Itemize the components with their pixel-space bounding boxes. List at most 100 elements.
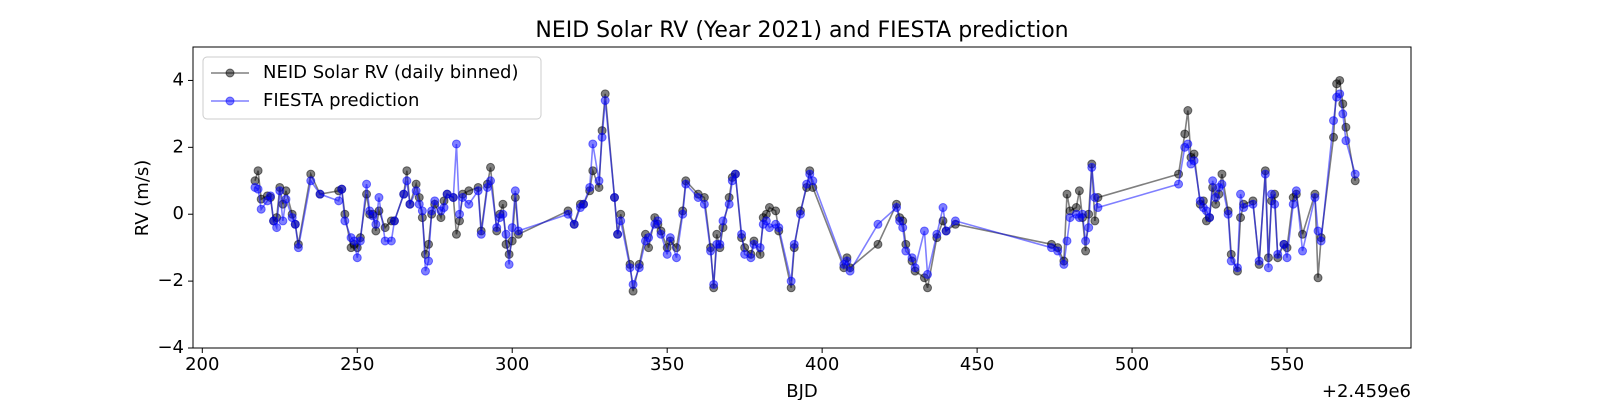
data-point — [405, 199, 415, 209]
data-point — [699, 199, 709, 209]
data-point — [923, 269, 933, 279]
data-point — [585, 182, 595, 192]
data-point — [594, 176, 604, 186]
data-point — [272, 223, 282, 233]
data-point — [873, 239, 883, 249]
data-point — [1270, 199, 1280, 209]
data-point — [451, 139, 461, 149]
data-point — [678, 209, 688, 219]
data-point — [795, 209, 805, 219]
data-point — [563, 209, 573, 219]
data-point — [656, 229, 666, 239]
data-point — [402, 176, 412, 186]
data-point — [513, 226, 523, 236]
data-point — [950, 216, 960, 226]
data-point — [290, 219, 300, 229]
data-point — [712, 229, 722, 239]
data-point — [932, 229, 942, 239]
data-point — [1208, 176, 1218, 186]
data-point — [873, 219, 883, 229]
data-point — [628, 279, 638, 289]
data-point — [427, 206, 437, 216]
data-point — [340, 216, 350, 226]
data-point — [1239, 203, 1249, 213]
data-point — [737, 229, 747, 239]
data-point — [1260, 169, 1270, 179]
y-tick-label: 0 — [173, 203, 184, 224]
data-point — [1062, 236, 1072, 246]
data-point — [473, 186, 483, 196]
data-point — [1223, 209, 1233, 219]
x-tick-label: 350 — [650, 354, 684, 375]
data-point — [1217, 169, 1227, 179]
data-point — [1174, 179, 1184, 189]
data-point — [486, 176, 496, 186]
data-point — [671, 253, 681, 263]
x-tick-label: 250 — [340, 354, 374, 375]
data-point — [1350, 169, 1360, 179]
legend-label: FIESTA prediction — [263, 90, 419, 111]
data-point — [402, 166, 412, 176]
data-point — [910, 263, 920, 273]
data-point — [278, 216, 288, 226]
x-tick-label: 450 — [960, 354, 994, 375]
x-axis-label: BJD — [786, 381, 818, 400]
data-point — [755, 243, 765, 253]
data-point — [417, 206, 427, 216]
data-point — [355, 236, 365, 246]
data-point — [597, 132, 607, 142]
data-point — [486, 162, 496, 172]
data-point — [1081, 246, 1091, 256]
data-point — [1291, 186, 1301, 196]
data-point — [892, 203, 902, 213]
data-point — [1282, 253, 1292, 263]
data-point — [315, 189, 325, 199]
data-point — [501, 229, 511, 239]
data-point — [681, 179, 691, 189]
data-point — [706, 246, 716, 256]
data-point — [1313, 226, 1323, 236]
data-point — [665, 233, 675, 243]
data-point — [1338, 99, 1348, 109]
data-point — [938, 203, 948, 213]
x-tick-label: 550 — [1270, 354, 1304, 375]
data-point — [1090, 193, 1100, 202]
data-point — [424, 256, 434, 266]
legend-marker — [225, 68, 235, 78]
data-point — [368, 211, 378, 221]
data-point — [1279, 239, 1289, 249]
data-point — [901, 246, 911, 256]
data-point — [941, 226, 951, 236]
y-tick-label: 4 — [173, 69, 184, 90]
data-point — [411, 186, 421, 196]
data-point — [1232, 263, 1242, 273]
data-point — [1236, 213, 1246, 223]
data-point — [498, 209, 508, 219]
data-point — [1077, 209, 1087, 219]
data-point — [693, 193, 703, 202]
x-tick-label: 400 — [805, 354, 839, 375]
data-point — [458, 193, 468, 202]
data-point — [374, 193, 384, 202]
data-point — [1183, 139, 1193, 149]
data-point — [492, 223, 502, 233]
data-point — [455, 209, 465, 219]
legend-marker — [225, 96, 235, 106]
data-point — [337, 184, 347, 194]
data-point — [808, 176, 818, 186]
x-tick-label: 200 — [185, 354, 219, 375]
data-point — [1267, 189, 1277, 199]
data-point — [1217, 179, 1227, 189]
data-point — [919, 226, 929, 236]
data-point — [588, 139, 598, 149]
data-point — [1288, 199, 1298, 209]
data-point — [464, 186, 474, 196]
data-point — [448, 193, 458, 202]
data-point — [613, 229, 623, 239]
data-point — [644, 233, 654, 243]
data-point — [389, 216, 399, 226]
data-point — [371, 219, 381, 229]
data-point — [352, 253, 362, 263]
x-offset-label: +2.459e6 — [1322, 381, 1411, 400]
